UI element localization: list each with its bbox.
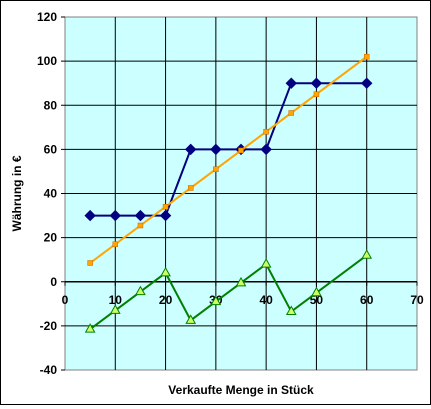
data-point-marker: [263, 128, 269, 135]
data-point-marker: [260, 143, 272, 156]
data-point-marker: [213, 166, 219, 172]
data-point-marker: [210, 143, 222, 156]
data-point-marker: [135, 285, 146, 296]
data-point-marker: [235, 276, 247, 287]
data-point-marker: [112, 241, 119, 247]
data-point-marker: [238, 147, 244, 154]
x-tick-label: 0: [62, 293, 69, 307]
y-tick-label: 20: [44, 231, 58, 245]
data-point-marker: [109, 304, 121, 314]
y-tick-label: -20: [40, 319, 58, 333]
data-point-marker: [185, 143, 197, 156]
data-point-marker: [160, 266, 171, 277]
data-point-marker: [84, 323, 96, 333]
x-tick-label: 70: [410, 293, 424, 307]
data-point-marker: [363, 53, 370, 60]
y-tick-label: -40: [40, 363, 58, 377]
y-tick-label: 120: [37, 10, 57, 24]
x-tick-label: 10: [109, 293, 123, 307]
data-point-marker: [185, 314, 197, 324]
data-point-marker: [210, 295, 222, 306]
data-point-marker: [137, 222, 144, 229]
data-point-marker: [310, 77, 323, 89]
data-point-marker: [159, 209, 172, 222]
data-point-marker: [285, 77, 297, 89]
x-tick-label: 60: [360, 293, 374, 307]
data-point-marker: [361, 77, 373, 89]
data-point-marker: [311, 286, 322, 297]
data-point-marker: [361, 249, 373, 259]
data-point-marker: [162, 203, 169, 210]
y-axis-title: Währung in €: [10, 155, 24, 231]
y-tick-label: 0: [50, 275, 57, 289]
data-point-marker: [260, 258, 272, 268]
data-point-marker: [84, 209, 96, 222]
x-axis-title: Verkaufte Menge in Stück: [168, 383, 314, 397]
x-tick-label: 40: [259, 293, 273, 307]
data-point-marker: [313, 91, 320, 97]
y-tick-label: 40: [44, 187, 58, 201]
data-point-marker: [109, 209, 121, 222]
x-tick-label: 20: [159, 293, 173, 307]
data-point-marker: [134, 209, 147, 222]
series-layer: [84, 53, 373, 333]
y-tick-label: 80: [44, 98, 58, 112]
y-tick-label: 100: [37, 54, 57, 68]
data-point-marker: [187, 185, 194, 191]
data-point-marker: [288, 110, 295, 116]
data-point-marker: [87, 260, 93, 266]
y-tick-label: 60: [44, 142, 58, 156]
data-point-marker: [285, 305, 297, 316]
y-tick-labels: -40 -20 0 20 40 60 80 100 120: [37, 10, 65, 377]
